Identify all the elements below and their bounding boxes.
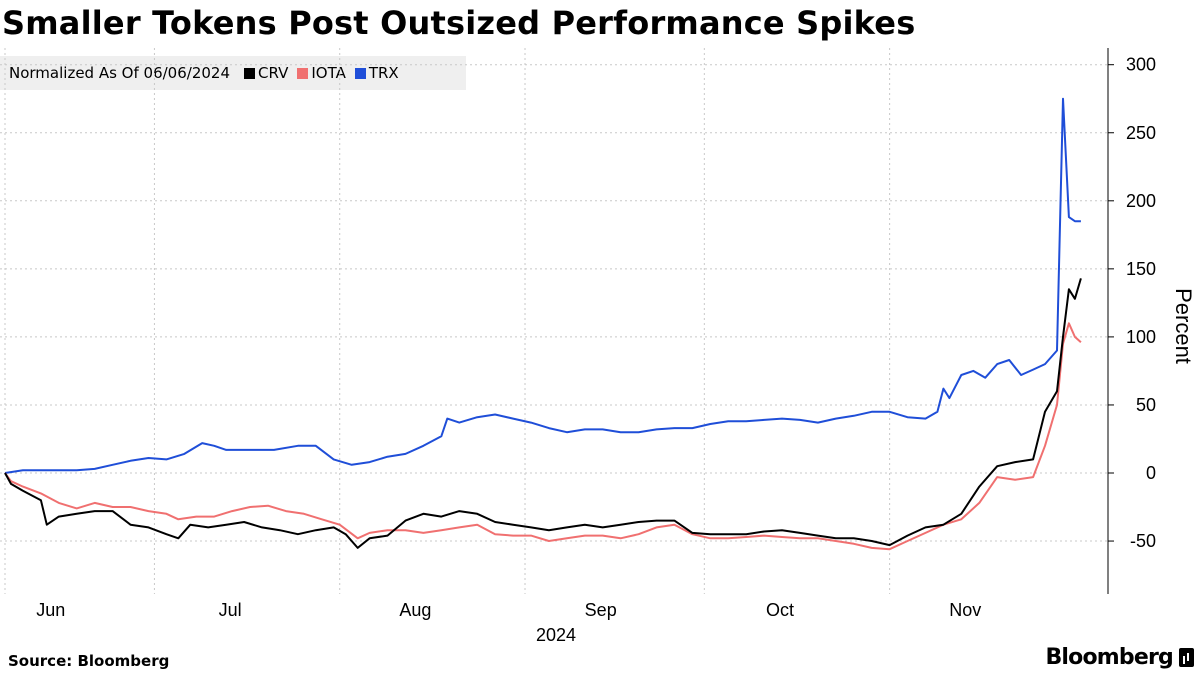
legend-item-trx: TRX [354, 64, 399, 82]
x-tick-label: Jul [219, 600, 242, 620]
y-tick-label: 300 [1126, 55, 1156, 75]
y-tick-label: 0 [1146, 463, 1156, 483]
x-tick-label: Sep [585, 600, 617, 620]
legend-label-trx: TRX [368, 64, 399, 82]
y-tick-label: 100 [1126, 327, 1156, 347]
legend-label-crv: CRV [258, 64, 289, 82]
y-tick-label: 150 [1126, 259, 1156, 279]
y-axis-title: Percent [1171, 288, 1196, 364]
x-tick-label: Jun [36, 600, 65, 620]
legend-label-iota: IOTA [311, 64, 346, 82]
series-line-crv [4, 278, 1082, 549]
chart-title: Smaller Tokens Post Outsized Performance… [2, 4, 916, 42]
legend-item-iota: IOTA [297, 64, 346, 82]
x-tick-label: Aug [399, 600, 431, 620]
legend-item-crv: CRV [244, 64, 288, 82]
axes [1107, 48, 1114, 594]
brand-name: Bloomberg [1045, 645, 1173, 670]
x-tick-label: Nov [949, 600, 981, 620]
y-tick-label: -50 [1130, 531, 1156, 551]
y-tick-label: 50 [1136, 395, 1156, 415]
x-year-label: 2024 [536, 625, 576, 645]
legend-swatch-crv [244, 67, 255, 79]
series-line-iota [4, 322, 1082, 551]
series-line-trx [4, 97, 1081, 474]
legend-note: Normalized As Of 06/06/2024 [9, 64, 230, 82]
series-lines [4, 97, 1082, 551]
source-note: Source: Bloomberg [8, 652, 170, 670]
legend: Normalized As Of 06/06/2024 CRV IOTA TRX [0, 56, 466, 90]
tick-labels: -50 0 50 100 150 200 250 300 Percent Jun Jul Aug Sep… [36, 55, 1196, 645]
gridlines [0, 48, 1108, 594]
y-tick-label: 200 [1126, 191, 1156, 211]
legend-swatch-iota [297, 67, 309, 79]
legend-swatch-trx [354, 67, 366, 79]
bloomberg-chart-icon [1179, 648, 1194, 667]
x-tick-label: Oct [766, 600, 794, 620]
y-tick-label: 250 [1126, 123, 1156, 143]
brand-logo: Bloomberg [1045, 645, 1194, 670]
